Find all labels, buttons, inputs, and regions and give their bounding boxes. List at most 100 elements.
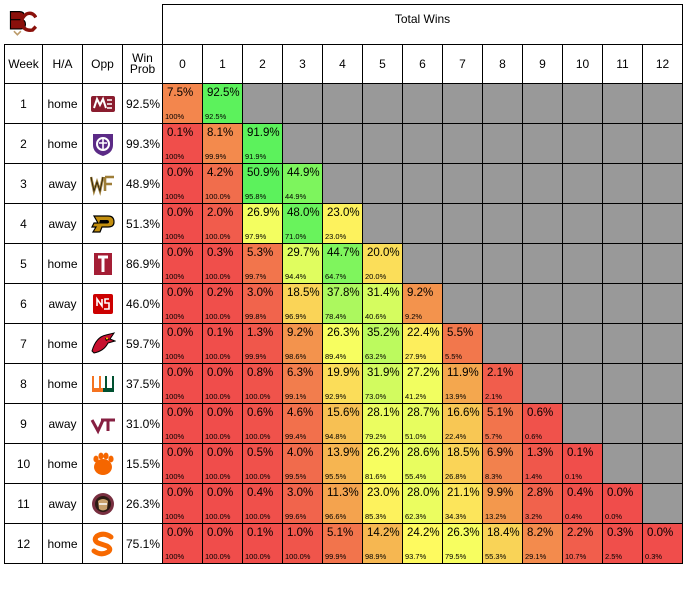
cumulative-value: 100% — [165, 312, 185, 321]
cumulative-value: 100.0% — [245, 472, 271, 481]
probability-cell: 0.4% 100.0% — [242, 483, 283, 524]
week-cell: 4 — [4, 203, 43, 244]
cumulative-value: 98.9% — [365, 552, 387, 561]
probability-value: 28.1% — [367, 407, 400, 419]
empty-cell — [362, 123, 403, 164]
empty-cell — [362, 83, 403, 124]
empty-cell — [642, 283, 683, 324]
col-header-wins-7: 7 — [442, 44, 483, 84]
cumulative-value: 20.0% — [365, 272, 387, 281]
win-prob-cell: 86.9% — [122, 243, 163, 284]
cumulative-value: 100.0% — [205, 232, 231, 241]
cumulative-value: 85.3% — [365, 512, 387, 521]
cumulative-value: 64.7% — [325, 272, 347, 281]
table-row: 10 home 15.5% 0.0% 100% 0.0% 100.0% 0.5% 100.0% 4… — [4, 443, 683, 484]
probability-value: 19.9% — [327, 367, 360, 379]
col-header-wins-5: 5 — [362, 44, 403, 84]
empty-cell — [602, 83, 643, 124]
probability-value: 20.0% — [367, 247, 400, 259]
probability-value: 0.1% — [247, 527, 274, 539]
probability-value: 21.1% — [447, 487, 480, 499]
umass-logo-icon — [90, 95, 115, 112]
probability-cell: 0.0% 100% — [162, 363, 203, 404]
week-cell: 5 — [4, 243, 43, 284]
cumulative-value: 100.0% — [205, 312, 231, 321]
home-away-cell: home — [42, 123, 83, 164]
probability-cell: 2.8% 3.2% — [522, 483, 563, 524]
purdue-logo-icon — [90, 214, 115, 233]
empty-cell — [602, 203, 643, 244]
probability-cell: 24.2% 93.7% — [402, 523, 443, 564]
probability-value: 0.6% — [527, 407, 554, 419]
syracuse-logo-icon — [91, 531, 113, 556]
cumulative-value: 63.2% — [365, 352, 387, 361]
cumulative-value: 0.4% — [565, 512, 583, 521]
col-header-wins-12: 12 — [642, 44, 683, 84]
col-header-week: Week — [4, 44, 43, 84]
cumulative-value: 99.9% — [245, 352, 267, 361]
probability-value: 18.4% — [487, 527, 520, 539]
col-header-wins-9: 9 — [522, 44, 563, 84]
cumulative-value: 22.4% — [445, 432, 467, 441]
probability-cell: 23.0% 85.3% — [362, 483, 403, 524]
probability-value: 37.8% — [327, 287, 360, 299]
empty-cell — [522, 243, 563, 284]
probability-value: 0.0% — [167, 367, 194, 379]
week-cell: 3 — [4, 163, 43, 204]
probability-cell: 4.2% 100.0% — [202, 163, 243, 204]
opponent-cell — [82, 283, 123, 324]
probability-cell: 15.6% 94.8% — [322, 403, 363, 444]
probability-cell: 1.3% 1.4% — [522, 443, 563, 484]
empty-cell — [362, 203, 403, 244]
probability-value: 0.4% — [247, 487, 274, 499]
probability-cell: 23.0% 23.0% — [322, 203, 363, 244]
probability-cell: 27.2% 41.2% — [402, 363, 443, 404]
probability-value: 0.0% — [167, 527, 194, 539]
probability-cell: 16.6% 22.4% — [442, 403, 483, 444]
florida-state-logo-icon — [91, 492, 114, 515]
empty-cell — [482, 243, 523, 284]
probability-value: 0.0% — [207, 407, 234, 419]
probability-value: 5.1% — [327, 527, 354, 539]
cumulative-value: 62.3% — [405, 512, 427, 521]
empty-cell — [562, 323, 603, 364]
cumulative-value: 100% — [165, 552, 185, 561]
probability-value: 0.0% — [207, 367, 234, 379]
cumulative-value: 100% — [165, 272, 185, 281]
probability-value: 18.5% — [287, 287, 320, 299]
cumulative-value: 100% — [165, 472, 185, 481]
probability-value: 26.3% — [447, 527, 480, 539]
probability-cell: 44.9% 44.9% — [282, 163, 323, 204]
opponent-cell — [82, 243, 123, 284]
cumulative-value: 29.1% — [525, 552, 547, 561]
probability-cell: 0.1% 100% — [162, 123, 203, 164]
empty-cell — [402, 163, 443, 204]
probability-value: 11.3% — [327, 487, 359, 499]
probability-cell: 0.1% 100.0% — [202, 323, 243, 364]
empty-cell — [522, 83, 563, 124]
probability-value: 4.0% — [287, 447, 314, 459]
probability-value: 9.2% — [287, 327, 314, 339]
cumulative-value: 96.6% — [325, 512, 347, 521]
cumulative-value: 97.9% — [245, 232, 267, 241]
cumulative-value: 26.8% — [445, 472, 467, 481]
win-prob-cell: 59.7% — [122, 323, 163, 364]
cumulative-value: 10.7% — [565, 552, 587, 561]
probability-value: 16.6% — [447, 407, 480, 419]
probability-cell: 0.0% 100% — [162, 523, 203, 564]
empty-cell — [562, 363, 603, 404]
probability-value: 11.9% — [447, 367, 479, 379]
empty-cell — [602, 283, 643, 324]
col-header-wins-6: 6 — [402, 44, 443, 84]
probability-value: 0.0% — [167, 327, 194, 339]
probability-value: 26.9% — [247, 207, 280, 219]
cumulative-value: 100.0% — [205, 352, 231, 361]
probability-value: 1.3% — [247, 327, 274, 339]
cumulative-value: 100.0% — [205, 472, 231, 481]
empty-cell — [402, 83, 443, 124]
probability-cell: 50.9% 95.8% — [242, 163, 283, 204]
probability-cell: 26.2% 81.6% — [362, 443, 403, 484]
probability-value: 4.2% — [207, 167, 234, 179]
header-logo-cell — [5, 5, 163, 45]
probability-value: 44.9% — [287, 167, 320, 179]
